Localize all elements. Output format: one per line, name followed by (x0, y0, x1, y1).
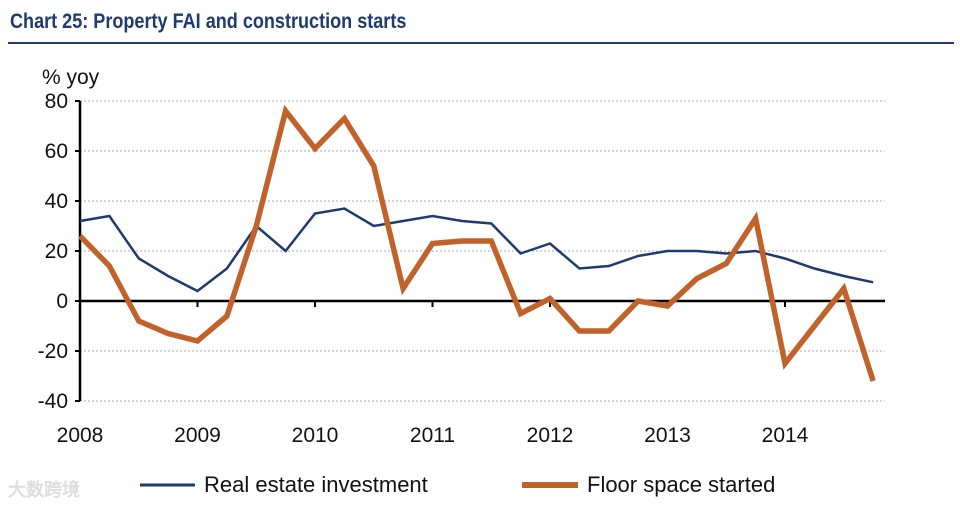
y-tick-label: -40 (38, 390, 68, 413)
y-tick-label: 0 (56, 290, 68, 313)
y-tick-label: 40 (45, 190, 68, 213)
legend-label: Real estate investment (204, 472, 428, 497)
series-line-real-estate-investment (79, 207, 874, 293)
y-tick-label: 60 (45, 140, 68, 163)
y-tick-label: 80 (45, 90, 68, 113)
y-tick-label: 20 (45, 240, 68, 263)
chart-title: Chart 25: Property FAI and construction … (10, 10, 407, 33)
series-line-floor-space-started (78, 104, 876, 382)
x-tick-label: 2008 (57, 424, 104, 447)
x-tick-label: 2012 (527, 424, 574, 447)
watermark: 大数跨境 (8, 480, 80, 500)
x-tick-label: 2014 (762, 424, 809, 447)
y-axis-label: % yoy (42, 66, 100, 89)
x-tick-label: 2013 (644, 424, 691, 447)
x-tick-label: 2010 (292, 424, 339, 447)
x-tick-label: 2011 (410, 424, 455, 447)
legend-label: Floor space started (587, 472, 775, 497)
y-tick-label: -20 (38, 340, 68, 363)
x-tick-label: 2009 (174, 424, 221, 447)
title-rule (8, 42, 954, 44)
